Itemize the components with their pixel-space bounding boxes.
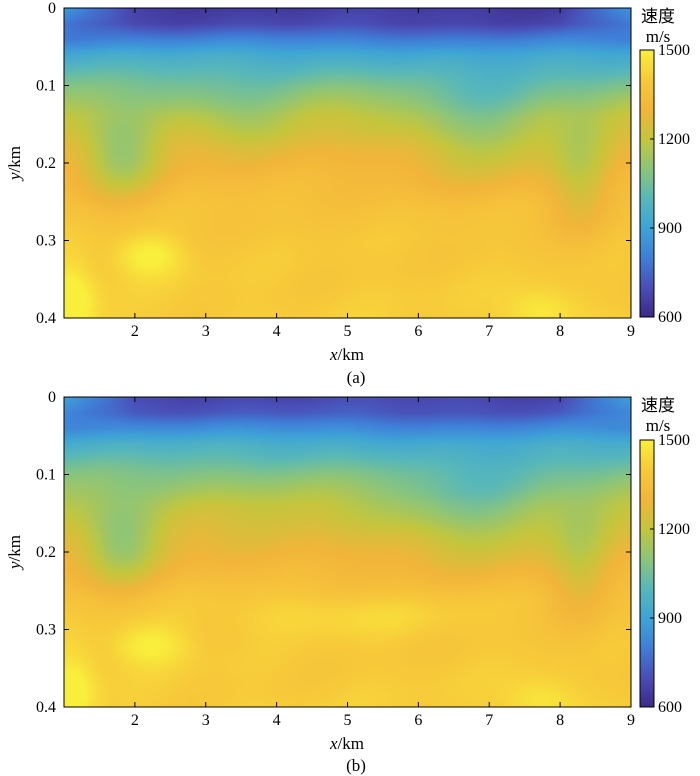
colorbar-tick-label: 1500: [658, 42, 690, 59]
colorbar-tick-group: 600 900 1200 1500: [650, 42, 690, 326]
colorbar-frame: [639, 49, 655, 318]
x-tick-label: 8: [556, 323, 564, 340]
x-tick-label: 9: [627, 712, 635, 729]
x-tick-label: 2: [131, 323, 139, 340]
colorbar-unit: m/s: [646, 416, 671, 435]
colorbar: [640, 440, 654, 707]
x-tick-label: 5: [344, 712, 352, 729]
velocity-heatmap: [64, 8, 631, 318]
colorbar-unit: m/s: [646, 27, 671, 46]
y-axis-label: y/km: [5, 146, 24, 182]
y-tick-group: 0 0.1 0.2 0.3 0.4: [36, 389, 631, 716]
colorbar-tick-group: 600 900 1200 1500: [650, 432, 690, 716]
colorbar: [640, 50, 654, 317]
y-axis-label: y/km: [5, 535, 24, 571]
y-tick-label: 0.4: [36, 699, 56, 716]
colorbar-tick-label: 600: [658, 699, 682, 716]
y-tick-label: 0: [48, 0, 56, 17]
y-tick-label: 0.3: [36, 233, 56, 250]
colorbar-tick-label: 600: [658, 309, 682, 326]
y-tick-label: 0.1: [36, 467, 56, 484]
x-tick-label: 3: [202, 323, 210, 340]
colorbar-frame: [639, 439, 655, 708]
colorbar-tick-label: 900: [658, 610, 682, 627]
y-tick-label: 0.1: [36, 78, 56, 95]
x-tick-label: 9: [627, 323, 635, 340]
colorbar-tick-label: 1200: [658, 521, 690, 538]
colorbar-tick-label: 900: [658, 220, 682, 237]
colorbar-tick-label: 1500: [658, 432, 690, 449]
x-tick-label: 4: [273, 323, 281, 340]
x-tick-label: 5: [344, 323, 352, 340]
y-tick-label: 0.2: [36, 544, 56, 561]
x-tick-group: 2 3 4 5 6 7 8 9: [131, 397, 635, 729]
x-axis-label: x/km: [329, 734, 364, 753]
y-tick-label: 0.4: [36, 310, 56, 327]
x-tick-label: 3: [202, 712, 210, 729]
x-tick-label: 6: [414, 323, 422, 340]
x-tick-label: 7: [485, 712, 493, 729]
velocity-heatmap: [64, 397, 631, 707]
y-tick-label: 0.3: [36, 622, 56, 639]
panel-caption: (a): [347, 368, 366, 387]
colorbar-title: 速度: [641, 7, 675, 26]
x-tick-label: 4: [273, 712, 281, 729]
y-tick-group: 0 0.1 0.2 0.3 0.4: [36, 0, 631, 327]
x-axis-label: x/km: [329, 345, 364, 364]
x-tick-label: 6: [414, 712, 422, 729]
panel-caption: (b): [346, 756, 366, 775]
x-tick-label: 8: [556, 712, 564, 729]
colorbar-tick-label: 1200: [658, 131, 690, 148]
y-tick-label: 0.2: [36, 155, 56, 172]
x-tick-label: 2: [131, 712, 139, 729]
x-tick-label: 7: [485, 323, 493, 340]
x-tick-group: 2 3 4 5 6 7 8 9: [131, 8, 635, 340]
y-tick-label: 0: [48, 389, 56, 406]
colorbar-title: 速度: [641, 396, 675, 415]
